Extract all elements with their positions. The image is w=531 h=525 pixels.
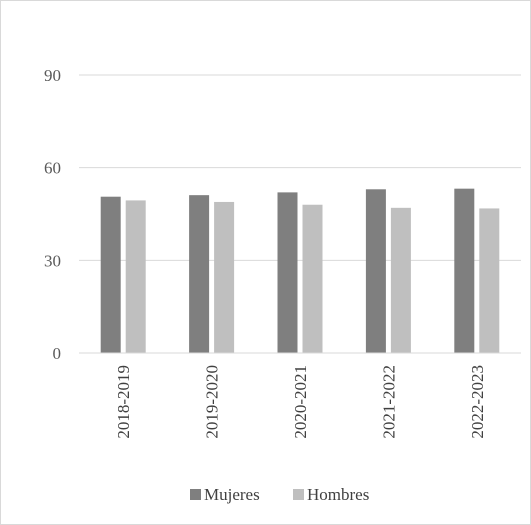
y-tick-label: 90 [44, 66, 61, 85]
legend-swatch-hombres [293, 489, 304, 500]
bars [100, 188, 500, 353]
bar-mujeres-2019-2020 [189, 195, 210, 353]
legend-label-hombres: Hombres [307, 485, 369, 504]
bar-hombres-2022-2023 [479, 208, 500, 353]
legend-swatch-mujeres [190, 489, 201, 500]
x-tick-label: 2021-2022 [379, 365, 398, 439]
legend-label-mujeres: Mujeres [204, 485, 260, 504]
x-tick-label: 2018-2019 [114, 365, 133, 439]
x-tick-label: 2019-2020 [203, 365, 222, 439]
x-tick-label: 2022-2023 [468, 365, 487, 439]
x-axis-labels: 2018-2019 2019-2020 2020-2021 2021-2022 2022… [114, 365, 487, 439]
bar-hombres-2018-2019 [125, 200, 146, 353]
y-tick-label: 30 [44, 251, 61, 270]
bar-hombres-2020-2021 [302, 204, 323, 353]
bar-mujeres-2020-2021 [277, 192, 298, 353]
legend: Mujeres Hombres [190, 485, 369, 504]
bar-mujeres-2018-2019 [100, 196, 121, 353]
y-tick-label: 60 [44, 159, 61, 178]
x-tick-label: 2020-2021 [291, 365, 310, 439]
bar-hombres-2019-2020 [214, 201, 235, 353]
bar-hombres-2021-2022 [390, 207, 411, 353]
y-axis-ticks: 0 30 60 90 [44, 66, 61, 363]
y-tick-label: 0 [53, 344, 62, 363]
bar-mujeres-2021-2022 [365, 189, 386, 353]
gridlines [79, 74, 521, 261]
bar-mujeres-2022-2023 [454, 188, 475, 353]
